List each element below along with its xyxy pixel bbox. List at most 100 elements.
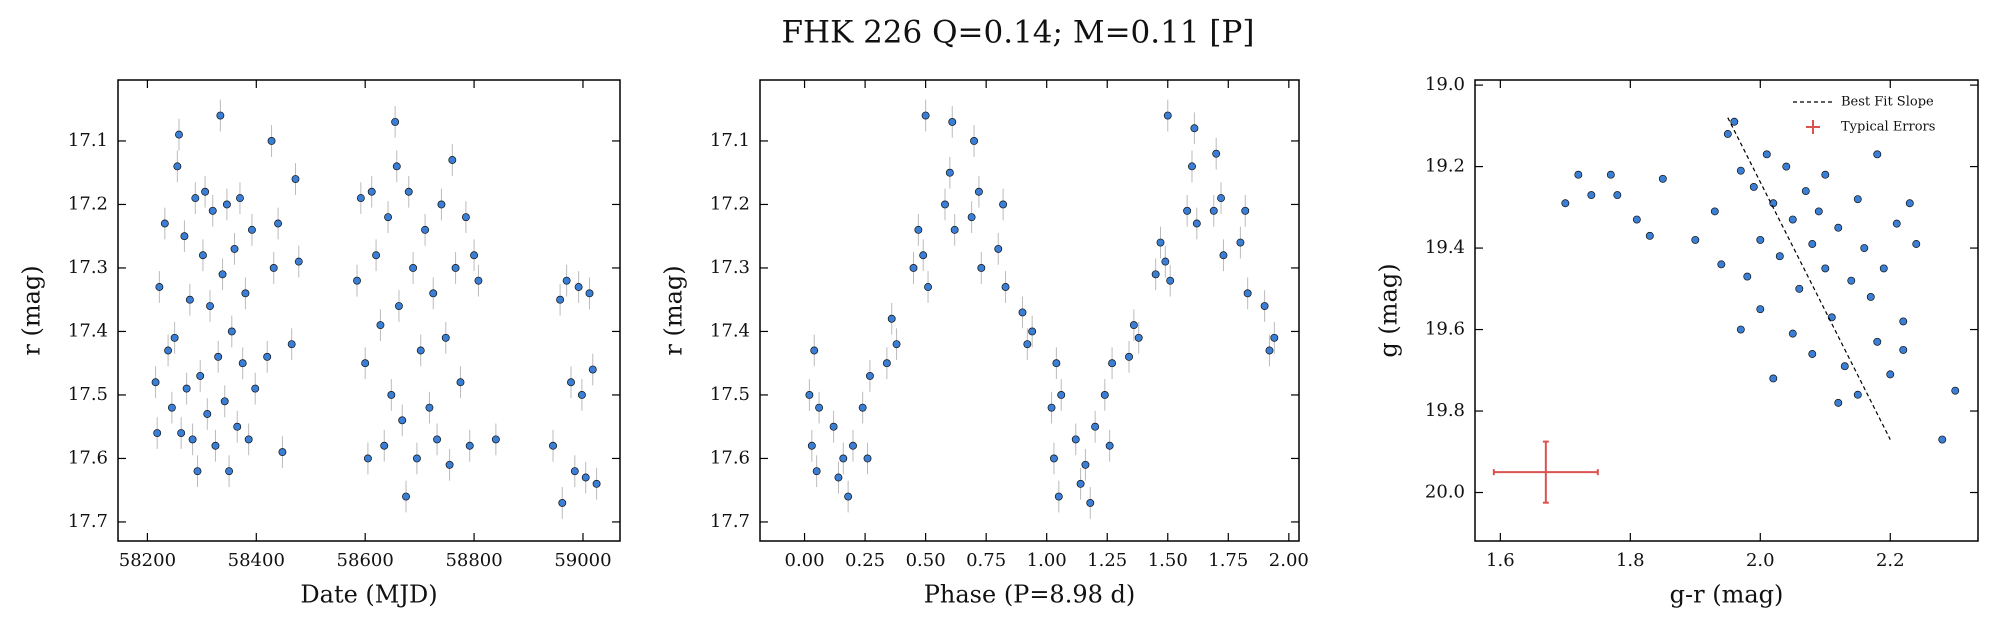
point	[585, 289, 594, 298]
point	[1853, 390, 1862, 399]
point	[1645, 231, 1654, 240]
x-tick-label: 58800	[445, 550, 502, 571]
x-axis-label: Date (MJD)	[300, 581, 437, 609]
point	[1188, 162, 1196, 171]
point	[291, 175, 300, 184]
point	[1606, 170, 1615, 179]
point	[421, 225, 430, 234]
point	[1156, 238, 1165, 247]
x-tick-label: 1.8	[1616, 550, 1645, 571]
point	[1081, 460, 1090, 469]
point	[882, 359, 891, 368]
point	[1762, 150, 1771, 159]
point	[805, 391, 814, 399]
plot-frame	[759, 79, 1300, 542]
point	[1795, 284, 1804, 293]
point	[1166, 276, 1175, 285]
point	[919, 251, 928, 260]
point	[1236, 238, 1245, 247]
x-tick-label: 1.00	[1027, 550, 1067, 571]
point	[175, 130, 183, 139]
y-tick-label: 17.4	[68, 320, 108, 341]
point	[1091, 422, 1100, 431]
x-tick-label: 2.0	[1746, 550, 1775, 571]
point	[1071, 435, 1080, 444]
point	[402, 492, 410, 501]
point	[225, 467, 234, 476]
point	[398, 416, 407, 425]
point	[441, 333, 450, 342]
x-tick-label: 0.75	[966, 550, 1006, 571]
point	[1788, 329, 1797, 338]
point	[201, 187, 210, 196]
point	[556, 295, 565, 304]
point	[1847, 276, 1856, 285]
point	[1840, 362, 1849, 371]
point	[1260, 302, 1269, 311]
point	[151, 378, 160, 387]
point	[1873, 337, 1882, 346]
point	[412, 454, 421, 463]
point	[1951, 386, 1960, 395]
point	[1743, 272, 1752, 281]
point	[1190, 124, 1199, 133]
point	[839, 454, 848, 463]
point	[1052, 359, 1061, 368]
point	[247, 225, 256, 234]
point	[474, 276, 483, 285]
point	[1105, 441, 1114, 450]
point	[470, 251, 479, 260]
y-tick-label: 17.6	[68, 447, 108, 468]
point	[278, 448, 287, 457]
point	[941, 200, 949, 209]
x-tick-label: 0.25	[845, 550, 885, 571]
point	[230, 244, 239, 253]
point	[1050, 454, 1058, 463]
point	[384, 213, 393, 222]
point	[921, 111, 930, 120]
x-tick-label: 1.6	[1486, 550, 1515, 571]
point	[409, 264, 418, 272]
point	[1691, 235, 1700, 244]
point	[433, 435, 442, 444]
point	[1821, 264, 1830, 273]
point	[1886, 370, 1895, 379]
y-tick-label: 17.3	[710, 257, 750, 278]
point	[858, 403, 867, 412]
y-axis-label: g (mag)	[1375, 263, 1403, 357]
point	[241, 289, 250, 298]
point	[1023, 340, 1032, 349]
x-axis-label: Phase (P=8.98 d)	[924, 581, 1135, 609]
point	[203, 410, 212, 418]
point	[1057, 391, 1066, 399]
point	[211, 441, 220, 450]
x-tick-label: 0.50	[906, 550, 946, 571]
point	[1018, 308, 1027, 317]
point	[892, 340, 901, 349]
point	[863, 454, 872, 463]
point	[456, 378, 465, 387]
y-tick-label: 17.2	[710, 193, 750, 214]
point	[1892, 219, 1901, 228]
point	[970, 137, 979, 145]
point	[153, 429, 162, 438]
point	[1134, 333, 1143, 342]
point	[227, 327, 236, 336]
x-tick-label: 1.50	[1148, 550, 1188, 571]
point	[1028, 327, 1037, 336]
point	[1821, 170, 1830, 179]
point	[356, 194, 365, 203]
point	[1808, 240, 1817, 248]
point	[188, 435, 197, 444]
point	[236, 194, 244, 203]
x-tick-label: 2.00	[1269, 550, 1309, 571]
point	[994, 244, 1003, 253]
legend-label: Typical Errors	[1841, 120, 1935, 135]
point	[233, 422, 242, 431]
point	[1730, 117, 1739, 126]
y-axis-label: r (mag)	[660, 265, 688, 355]
x-tick-label: 0.00	[785, 550, 825, 571]
point	[812, 467, 821, 476]
